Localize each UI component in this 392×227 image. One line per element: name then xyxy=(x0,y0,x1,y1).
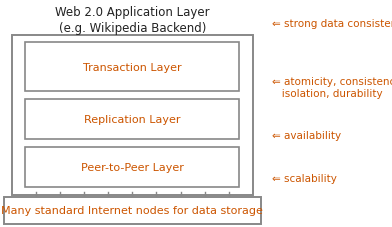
Text: ⇐ availability: ⇐ availability xyxy=(272,130,341,140)
Bar xyxy=(25,148,239,187)
Text: Many standard Internet nodes for data storage: Many standard Internet nodes for data st… xyxy=(1,206,263,215)
Bar xyxy=(25,100,239,140)
Bar xyxy=(25,43,239,92)
Bar xyxy=(4,197,261,224)
Bar xyxy=(12,36,253,195)
Text: Peer-to-Peer Layer: Peer-to-Peer Layer xyxy=(81,163,184,172)
Text: Web 2.0 Application Layer
(e.g. Wikipedia Backend): Web 2.0 Application Layer (e.g. Wikipedi… xyxy=(55,6,210,35)
Text: Transaction Layer: Transaction Layer xyxy=(83,63,181,72)
Text: Replication Layer: Replication Layer xyxy=(84,115,181,125)
Text: ⇐ strong data consistency: ⇐ strong data consistency xyxy=(272,19,392,29)
Text: ⇐ scalability: ⇐ scalability xyxy=(272,173,337,183)
Text: ⇐ atomicity, consistency,
   isolation, durability: ⇐ atomicity, consistency, isolation, dur… xyxy=(272,76,392,99)
